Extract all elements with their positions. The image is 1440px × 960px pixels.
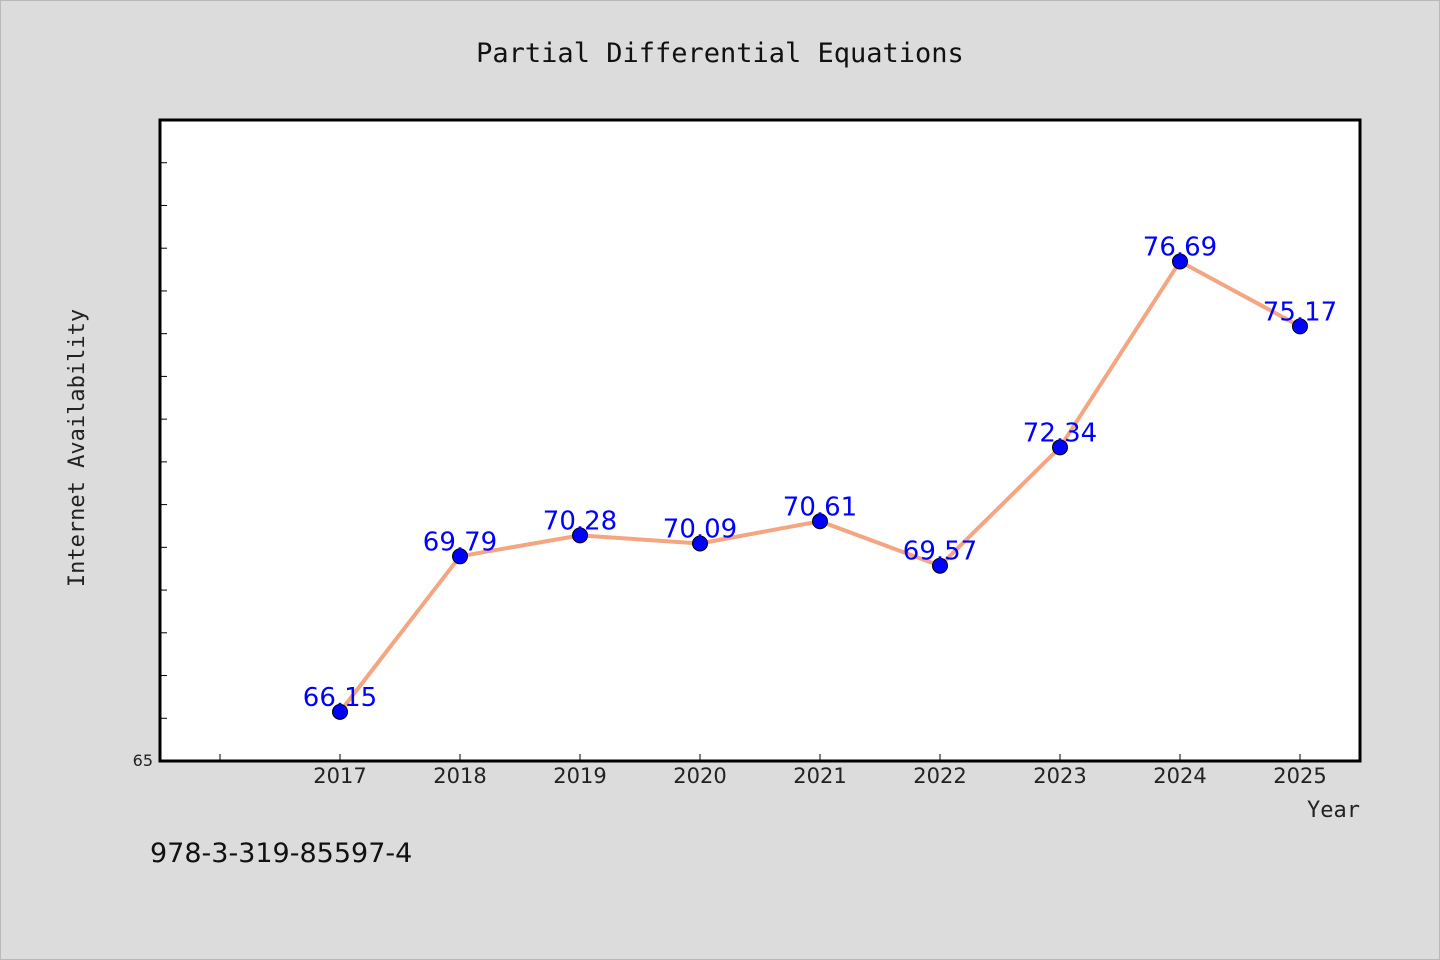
data-point: [1292, 318, 1308, 335]
x-tick-label: 2024: [1153, 764, 1206, 788]
data-label: 70.61: [783, 492, 857, 522]
x-tick-label: 2023: [1033, 764, 1086, 788]
data-label: 76.69: [1143, 232, 1217, 262]
y-axis-ticks: [160, 162, 167, 719]
y-tick-label-min: 65: [133, 751, 153, 770]
data-point: [692, 535, 708, 552]
x-axis-label: Year: [1307, 798, 1360, 823]
x-tick-label: 2021: [793, 764, 846, 788]
footer-code: 978-3-319-85597-4: [150, 838, 412, 869]
x-tick-label: 2020: [673, 764, 726, 788]
data-point: [1052, 439, 1068, 456]
data-label: 70.09: [663, 514, 737, 544]
x-tick-labels: 2017 2018 2019 2020 2021 2022 2023 2024 2025: [313, 764, 1326, 788]
x-tick-label: 2017: [313, 764, 366, 788]
data-label: 66.15: [303, 683, 377, 713]
data-label: 75.17: [1263, 297, 1337, 327]
data-point: [452, 548, 468, 565]
data-point: [1172, 253, 1188, 270]
x-tick-label: 2025: [1273, 764, 1326, 788]
plot-area: [158, 118, 1362, 763]
data-label: 70.28: [543, 506, 617, 536]
data-label: 69.57: [903, 537, 977, 567]
data-label: 69.79: [423, 527, 497, 557]
x-tick-label: 2018: [433, 764, 486, 788]
x-axis-ticks: [219, 754, 1301, 761]
data-point: [572, 527, 588, 544]
x-tick-label: 2022: [913, 764, 966, 788]
data-point: [332, 703, 348, 720]
y-axis-label: Internet Availability: [65, 309, 90, 587]
data-point: [812, 513, 828, 530]
data-point: [932, 557, 948, 574]
chart-title: Partial Differential Equations: [476, 38, 964, 69]
x-tick-label: 2019: [553, 764, 606, 788]
data-label: 72.34: [1023, 418, 1097, 448]
series-layer: 66.15 69.79 70.28 70.09 70.61 69.57 72.34 76.69…: [303, 232, 1337, 720]
